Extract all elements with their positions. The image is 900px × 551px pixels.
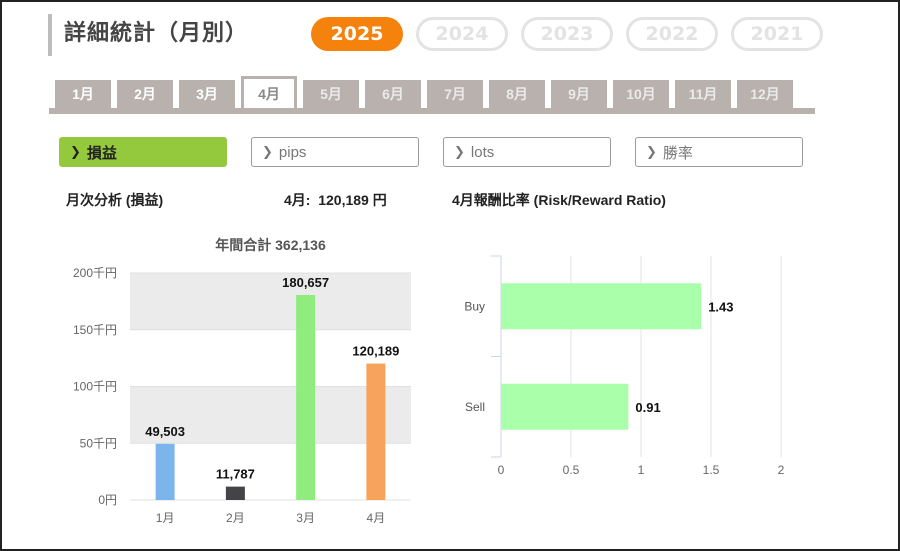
data-label: 0.91 — [635, 400, 660, 415]
year-tab-2024[interactable]: 2024 — [416, 17, 508, 51]
month-tab-8[interactable]: 8月 — [489, 80, 545, 108]
month-tab-3[interactable]: 3月 — [179, 80, 235, 108]
x-tick-label: 0 — [498, 463, 505, 477]
data-label: 1.43 — [708, 299, 733, 314]
metric-button-lots[interactable]: ❯ lots — [443, 137, 611, 167]
bar-1 — [155, 443, 175, 500]
x-tick-label: 3月 — [296, 511, 315, 525]
x-tick-label: 2 — [778, 463, 785, 477]
month-tab-10[interactable]: 10月 — [613, 80, 669, 108]
bar-sell — [501, 383, 629, 430]
x-tick-label: 2月 — [226, 511, 245, 525]
year-tab-2022[interactable]: 2022 — [626, 17, 718, 51]
x-tick-label: 1月 — [156, 511, 175, 525]
y-tick-label: 150千円 — [73, 323, 117, 337]
metric-label: 損益 — [86, 144, 117, 162]
year-tab-2023[interactable]: 2023 — [521, 17, 613, 51]
bar-2 — [225, 486, 245, 500]
month-tab-9[interactable]: 9月 — [551, 80, 607, 108]
monthly-pl-bar-chart: 年間合計 362,136 0円 50千円 100千円 150千円 200千円 49,503 1… — [73, 237, 411, 525]
data-label: 11,787 — [216, 467, 255, 482]
month-tab-5[interactable]: 5月 — [303, 80, 359, 108]
year-tab-2025[interactable]: 2025 — [311, 17, 403, 51]
data-label: 49,503 — [145, 424, 185, 439]
metric-label: 勝率 — [662, 144, 693, 162]
metric-button-pips[interactable]: ❯ pips — [251, 137, 419, 167]
year-tab-2021[interactable]: 2021 — [731, 17, 823, 51]
y-tick-label: 0円 — [98, 493, 117, 507]
bar-4 — [366, 363, 386, 500]
metric-selector: ❯ 損益 ❯ pips ❯ lots ❯ 勝率 — [59, 137, 803, 167]
year-tabs: 2025 2024 2023 2022 2021 — [311, 17, 823, 51]
metric-label: pips — [278, 143, 307, 161]
month-tab-12[interactable]: 12月 — [737, 80, 793, 108]
metric-button-win-rate[interactable]: ❯ 勝率 — [635, 137, 803, 167]
summary-month: 4月: — [284, 192, 311, 208]
month-tabs: 1月 2月 3月 4月 5月 6月 7月 8月 9月 10月 11月 12月 — [55, 76, 793, 108]
bar-buy — [501, 283, 702, 330]
monthly-summary: 4月: 120,189 円 — [284, 190, 387, 210]
month-tab-baseline — [49, 108, 815, 114]
plot-band — [130, 273, 411, 330]
summary-value: 120,189 円 — [318, 192, 387, 208]
chevron-right-icon: ❯ — [454, 144, 465, 159]
month-tab-11[interactable]: 11月 — [675, 80, 731, 108]
risk-reward-bar-chart: 0 0.5 1 1.5 2 1.43 Buy 0.91 Sell — [464, 255, 785, 477]
month-tab-4[interactable]: 4月 — [241, 76, 297, 108]
data-label: 120,189 — [352, 344, 399, 359]
month-tab-6[interactable]: 6月 — [365, 80, 421, 108]
metric-label: lots — [470, 143, 495, 161]
chevron-right-icon: ❯ — [70, 144, 81, 159]
month-tab-7[interactable]: 7月 — [427, 80, 483, 108]
monthly-analysis-heading: 月次分析 (損益) — [66, 192, 164, 208]
page-title: 詳細統計（月別） — [64, 20, 249, 45]
y-category-label: Buy — [464, 299, 485, 313]
x-tick-label: 1 — [638, 463, 645, 477]
chevron-right-icon: ❯ — [262, 144, 273, 159]
ratio-heading: 4月報酬比率 (Risk/Reward Ratio) — [452, 192, 666, 208]
month-tab-1[interactable]: 1月 — [55, 80, 111, 108]
bar-3 — [296, 294, 316, 500]
x-tick-label: 4月 — [367, 511, 386, 525]
x-tick-label: 0.5 — [563, 463, 580, 477]
y-tick-label: 200千円 — [73, 266, 117, 280]
y-tick-label: 50千円 — [80, 436, 117, 450]
plot-band — [130, 386, 411, 444]
y-category-label: Sell — [465, 400, 485, 414]
chart-title: 年間合計 362,136 — [215, 237, 326, 253]
data-label: 180,657 — [282, 275, 329, 290]
chevron-right-icon: ❯ — [646, 144, 657, 159]
y-tick-label: 100千円 — [73, 380, 117, 394]
title-block: 詳細統計（月別） — [48, 14, 248, 56]
metric-button-profit-loss[interactable]: ❯ 損益 — [59, 137, 227, 167]
month-tab-2[interactable]: 2月 — [117, 80, 173, 108]
x-tick-label: 1.5 — [703, 463, 720, 477]
